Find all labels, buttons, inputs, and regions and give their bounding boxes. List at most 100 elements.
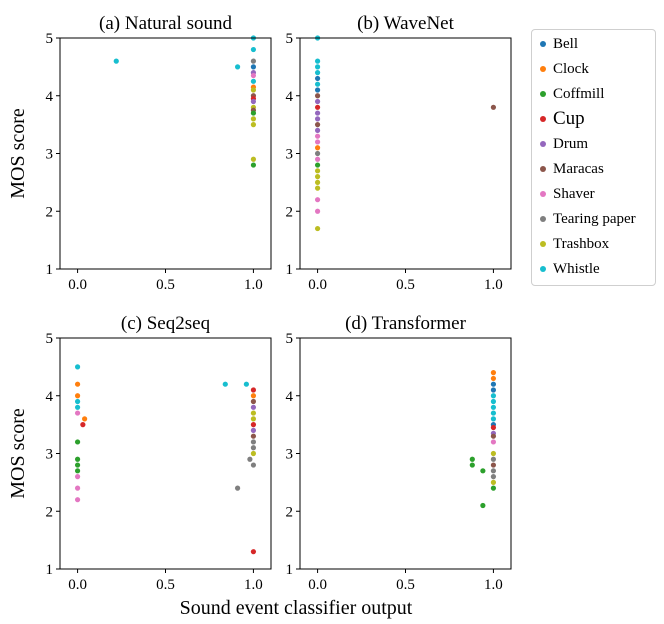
legend-label: Cup <box>553 108 585 129</box>
data-point <box>480 502 486 509</box>
y-tick-label: 1 <box>46 562 54 578</box>
data-point <box>490 387 497 393</box>
y-tick-label: 5 <box>286 331 294 347</box>
axes-frame <box>299 37 512 270</box>
data-point <box>250 110 257 116</box>
y-tick-label: 4 <box>46 389 54 405</box>
data-point <box>480 468 486 474</box>
y-tick-label: 2 <box>286 204 294 220</box>
data-point <box>314 75 321 82</box>
legend-item: Whistle <box>540 258 600 280</box>
data-point <box>314 185 321 191</box>
data-point <box>314 110 321 116</box>
legend-item: Tearing paper <box>540 208 636 230</box>
y-tick-label: 2 <box>286 504 294 520</box>
legend-label: Tearing paper <box>553 210 636 227</box>
legend-item: Drum <box>540 133 588 155</box>
x-tick-label: 0.5 <box>156 277 175 293</box>
panel-2: (b) WaveNet 0.0 0.5 1.0 1 2 3 4 5 <box>286 13 512 293</box>
data-point <box>314 156 321 162</box>
data-point <box>250 416 257 422</box>
data-point <box>250 410 257 416</box>
panel-title: (c) Seq2seq <box>121 313 211 334</box>
y-tick-label: 1 <box>46 262 54 278</box>
data-point <box>250 64 257 70</box>
data-point <box>74 474 81 480</box>
y-tick-label: 4 <box>46 89 54 105</box>
y-tick-label: 3 <box>46 147 54 163</box>
x-tick-label: 0.0 <box>308 277 327 293</box>
x-tick-label: 0.5 <box>396 577 415 593</box>
legend-marker <box>540 191 546 197</box>
data-point <box>222 381 228 387</box>
x-tick-label: 1.0 <box>244 277 263 293</box>
data-point <box>250 404 257 410</box>
data-point <box>250 445 257 451</box>
data-point <box>250 427 257 433</box>
data-point <box>490 479 497 485</box>
data-point <box>250 393 257 399</box>
legend-marker <box>540 116 546 122</box>
data-point <box>243 381 249 387</box>
data-point <box>113 58 119 64</box>
legend-label: Maracas <box>553 160 604 177</box>
data-point <box>250 162 257 168</box>
data-point <box>314 127 321 133</box>
legend-label: Clock <box>553 60 589 77</box>
legend-item: Trashbox <box>540 233 609 255</box>
data-point <box>314 197 321 203</box>
y-tick-label: 1 <box>286 262 294 278</box>
data-point <box>314 208 321 214</box>
data-point <box>314 168 321 174</box>
y-tick-label: 2 <box>46 504 54 520</box>
data-point <box>74 485 81 491</box>
data-point <box>490 104 497 110</box>
data-point <box>490 424 497 431</box>
data-point <box>74 393 81 399</box>
y-tick-label: 3 <box>46 447 54 463</box>
legend-label: Bell <box>553 35 578 52</box>
legend-item: Bell <box>540 33 578 55</box>
data-point <box>250 450 257 457</box>
data-point <box>314 104 321 110</box>
data-point <box>250 387 257 393</box>
data-point <box>490 416 497 422</box>
data-point <box>314 145 321 151</box>
data-point <box>314 174 321 180</box>
data-point <box>74 462 81 468</box>
data-point <box>469 456 475 462</box>
legend-label: Coffmill <box>553 85 605 102</box>
x-tick-label: 0.0 <box>308 577 327 593</box>
panel-title: (d) Transformer <box>345 313 467 334</box>
y-tick-label: 1 <box>286 562 294 578</box>
data-point <box>490 370 497 376</box>
data-point <box>490 450 497 457</box>
legend-label: Whistle <box>553 260 600 277</box>
data-point <box>490 439 497 445</box>
data-point <box>74 456 81 462</box>
data-point <box>250 422 257 428</box>
data-point <box>314 87 321 93</box>
legend-item: Shaver <box>540 183 595 205</box>
legend-label: Trashbox <box>553 235 610 252</box>
y-tick-label: 5 <box>46 31 54 47</box>
data-point <box>250 87 257 93</box>
data-point <box>250 122 257 128</box>
data-point <box>314 162 321 168</box>
data-point <box>234 485 241 491</box>
x-tick-label: 1.0 <box>244 577 263 593</box>
data-point <box>314 150 321 157</box>
axes-frame <box>299 337 512 570</box>
legend-marker <box>540 41 546 47</box>
data-point <box>250 78 257 84</box>
legend-item: Maracas <box>540 158 604 180</box>
data-point <box>490 398 497 405</box>
data-point <box>314 225 321 232</box>
panel-title: (a) Natural sound <box>99 13 232 34</box>
data-point <box>314 98 321 105</box>
data-point <box>250 46 257 53</box>
data-point <box>314 133 321 139</box>
data-point <box>247 456 253 462</box>
data-point <box>314 93 321 99</box>
